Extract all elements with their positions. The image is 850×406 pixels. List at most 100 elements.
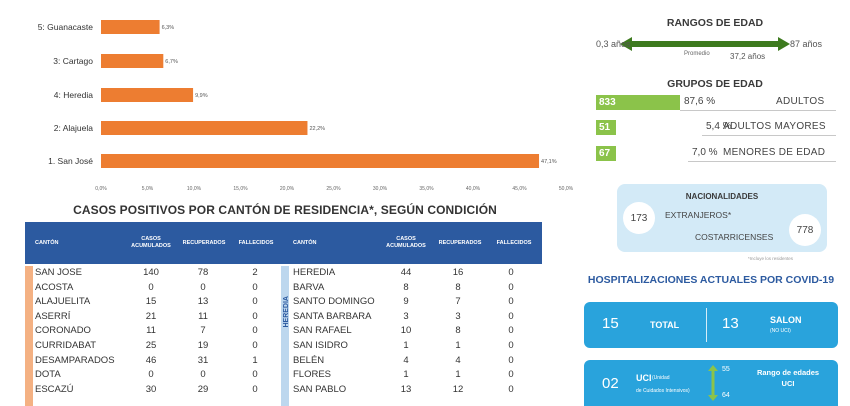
deaths-cell: 0 [252, 310, 258, 322]
hospital-uci-panel: 02 UCI (Unidad de Cuidados Intensivos) 5… [584, 360, 838, 406]
table-row: ESCAZÚ 30 29 0 [25, 383, 542, 398]
header-canton-right: CANTÓN [293, 239, 317, 246]
recovered-cell: 16 [452, 267, 464, 278]
age-range-vertical-arrow-icon [708, 365, 718, 401]
nationalities-panel: NACIONALIDADES 173 EXTRANJEROS* COSTARRI… [617, 184, 827, 252]
uci-age-max: 55 [722, 366, 730, 373]
table-row: FLORES 1 1 0 [25, 368, 542, 383]
age-range-title: RANGOS DE EDAD [666, 17, 764, 29]
canton-name: CORONADO [35, 325, 91, 337]
canton-name: ALAJUELITA [35, 296, 91, 308]
table-body: HEREDIA SAN JOSE 140 78 2 ACOSTA 0 0 0 ALAJUELIT… [25, 266, 542, 406]
canton-name: SAN ISIDRO [293, 340, 348, 351]
age-group-count-bar: 51 [596, 120, 616, 135]
hospital-total-count: 15 [602, 315, 619, 332]
table-row: HEREDIA 44 16 0 [25, 266, 542, 281]
cases-cell: 1 [403, 340, 409, 351]
deaths-cell: 0 [252, 383, 258, 395]
table-header: CANTÓN CASOS ACUMULADOS RECUPERADOS FALL… [25, 222, 542, 264]
table-row: DOTA 0 0 0 [25, 368, 542, 383]
x-tick-label-8: 40,0% [466, 186, 481, 192]
table-row: DESAMPARADOS 46 31 1 [25, 354, 542, 369]
deaths-cell: 0 [508, 296, 514, 308]
deaths-cell: 0 [508, 354, 514, 366]
age-group-underline [680, 110, 836, 111]
x-tick-label-9: 45,0% [512, 186, 527, 192]
x-tick-label-1: 5,0% [142, 186, 154, 192]
x-tick-label-10: 50,0% [559, 186, 574, 192]
canton-name: BARVA [293, 281, 325, 293]
canton-name: DOTA [35, 369, 61, 381]
x-tick-label-2: 10,0% [187, 186, 202, 192]
uci-range-label: Rango de edades [756, 368, 820, 377]
canton-table: CANTÓN CASOS ACUMULADOS RECUPERADOS FALL… [25, 222, 542, 406]
age-min: 0,3 años [596, 39, 631, 49]
province-stripe-right [281, 266, 289, 406]
deaths-cell: 0 [252, 296, 258, 308]
table-title: CASOS POSITIVOS POR CANTÓN DE RESIDENCIA… [73, 203, 497, 217]
header-recovered-right: RECUPERADOS [438, 239, 482, 246]
age-group-name: ADULTOS MAYORES [723, 121, 826, 132]
cases-cell: 140 [143, 267, 159, 278]
table-row: CURRIDABAT 25 19 0 [25, 339, 542, 354]
recovered-cell: 78 [197, 267, 209, 278]
foreign-count: 173 [623, 202, 655, 234]
recovered-cell: 11 [198, 310, 208, 322]
cases-cell: 46 [145, 354, 157, 366]
age-range-arrow-icon [620, 37, 790, 51]
recovered-cell: 8 [455, 281, 461, 293]
cases-cell: 21 [145, 310, 157, 322]
hospital-uci-label: UCI [636, 373, 652, 383]
hospital-uci-sub: (Unidad [652, 375, 670, 381]
cases-cell: 8 [403, 281, 409, 293]
age-groups-title: GRUPOS DE EDAD [667, 78, 763, 90]
category-label-0: 1. San José [48, 156, 93, 166]
canton-name: SAN RAFAEL [293, 325, 352, 337]
value-label-2: 9,9% [195, 93, 208, 99]
age-group-count-bar: 67 [596, 146, 616, 161]
hospital-title: HOSPITALIZACIONES ACTUALES POR COVID-19 [587, 274, 835, 286]
hospital-salon-count: 13 [722, 315, 739, 332]
header-deaths-left: FALLECIDOS [238, 239, 274, 246]
cases-cell: 4 [403, 354, 409, 366]
hospital-total-label: TOTAL [650, 320, 680, 330]
canton-name: ASERRÍ [35, 310, 71, 322]
recovered-cell: 0 [200, 369, 206, 381]
cases-cell: 25 [145, 340, 157, 351]
recovered-cell: 31 [197, 354, 209, 366]
deaths-cell: 0 [252, 325, 258, 337]
category-label-3: 3: Cartago [53, 56, 93, 66]
header-cases-left: CASOS ACUMULADOS [131, 236, 171, 249]
hospital-salon-label: SALON [770, 315, 802, 325]
deaths-cell: 0 [252, 369, 258, 381]
table-row: SANTA BARBARA 3 3 0 [25, 310, 542, 325]
cases-cell: 1 [403, 369, 409, 381]
nationalities-note: *Incluye los residentes [748, 256, 794, 261]
cases-cell: 0 [148, 369, 154, 381]
canton-name: SAN PABLO [293, 383, 347, 395]
age-group-underline [688, 161, 836, 162]
value-label-3: 6,7% [165, 59, 178, 65]
category-label-2: 4: Heredia [54, 90, 93, 100]
age-group-row: 833 87,6 % ADULTOS [596, 95, 836, 111]
age-group-percent: 5,4 % [706, 121, 732, 132]
bar-0 [101, 154, 540, 168]
age-group-name: ADULTOS [776, 96, 825, 107]
age-group-underline [702, 135, 836, 136]
x-tick-label-5: 25,0% [326, 186, 341, 192]
deaths-cell: 0 [252, 340, 258, 351]
table-row: ASERRÍ 21 11 0 [25, 310, 542, 325]
age-max: 87 años [790, 39, 823, 49]
deaths-cell: 0 [508, 369, 514, 381]
bar-4 [101, 20, 160, 34]
cases-cell: 13 [400, 383, 412, 395]
age-group-percent: 87,6 % [684, 96, 716, 107]
canton-name: SANTA BARBARA [293, 310, 372, 322]
age-group-percent: 7,0 % [692, 147, 718, 158]
deaths-cell: 0 [252, 281, 258, 293]
recovered-cell: 13 [197, 296, 209, 308]
cases-cell: 15 [145, 296, 157, 308]
recovered-cell: 3 [455, 310, 461, 322]
value-label-4: 6,3% [162, 25, 175, 31]
age-group-row: 51 5,4 % ADULTOS MAYORES [596, 120, 836, 136]
